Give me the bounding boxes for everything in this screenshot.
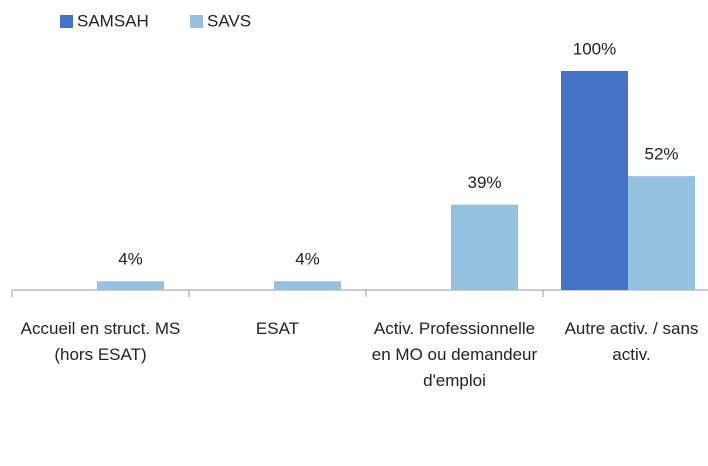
x-tick-label: Accueil en struct. MS (hors ESAT) bbox=[20, 319, 181, 364]
legend-swatch bbox=[60, 15, 73, 28]
data-label: 39% bbox=[467, 173, 501, 192]
data-label: 4% bbox=[118, 250, 143, 269]
legend-label: SAVS bbox=[207, 11, 251, 30]
bar bbox=[628, 176, 695, 290]
bar bbox=[274, 281, 341, 290]
data-label: 52% bbox=[644, 145, 678, 164]
x-tick-label: Activ. Professionnelle en MO ou demandeu… bbox=[371, 319, 538, 390]
data-label: 4% bbox=[295, 250, 320, 269]
bar bbox=[451, 204, 518, 290]
x-tick-label: ESAT bbox=[255, 319, 300, 338]
x-tick-label: Autre activ. / sans activ. bbox=[564, 319, 699, 364]
bar bbox=[97, 281, 164, 290]
legend-label: SAMSAH bbox=[77, 11, 149, 30]
legend-swatch bbox=[190, 15, 203, 28]
bar bbox=[561, 71, 628, 290]
data-label: 100% bbox=[573, 39, 616, 58]
